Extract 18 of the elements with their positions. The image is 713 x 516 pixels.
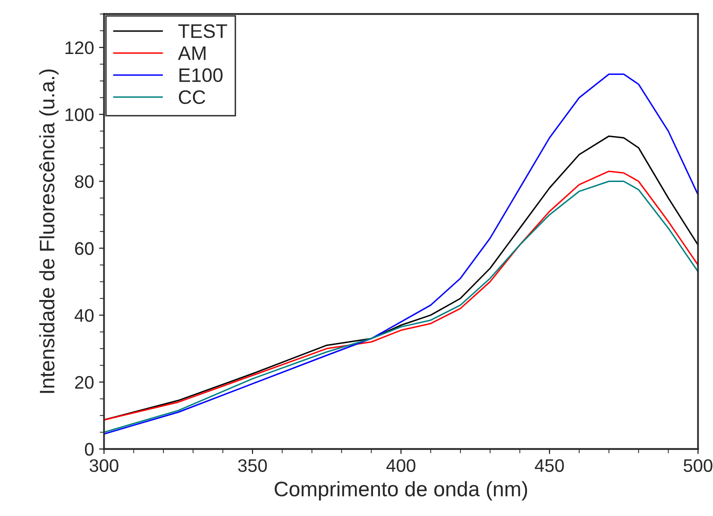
x-tick-label: 300 — [90, 459, 118, 472]
x-tick-label: 500 — [684, 459, 712, 472]
legend-label: TEST — [178, 24, 228, 38]
y-tick-label: 0 — [84, 442, 94, 456]
y-tick-label: 40 — [74, 309, 94, 322]
y-tick-label: 20 — [75, 376, 94, 389]
legend-label: E100 — [179, 68, 223, 82]
y-axis-title: Intensidade de Fluorescência (u.a.) — [39, 69, 59, 393]
y-tick-label: 120 — [66, 41, 94, 54]
y-tick-label: 80 — [74, 175, 94, 188]
x-tick-label: 400 — [386, 459, 416, 472]
y-tick-label: 60 — [75, 242, 94, 255]
y-tick-label: 100 — [66, 108, 94, 122]
legend-label: CC — [178, 90, 206, 104]
x-axis-title: Comprimento de onda (nm) — [274, 481, 528, 501]
x-tick-label: 350 — [238, 459, 267, 472]
x-tick-label: 450 — [534, 459, 564, 472]
legend-label: AM — [178, 46, 206, 60]
